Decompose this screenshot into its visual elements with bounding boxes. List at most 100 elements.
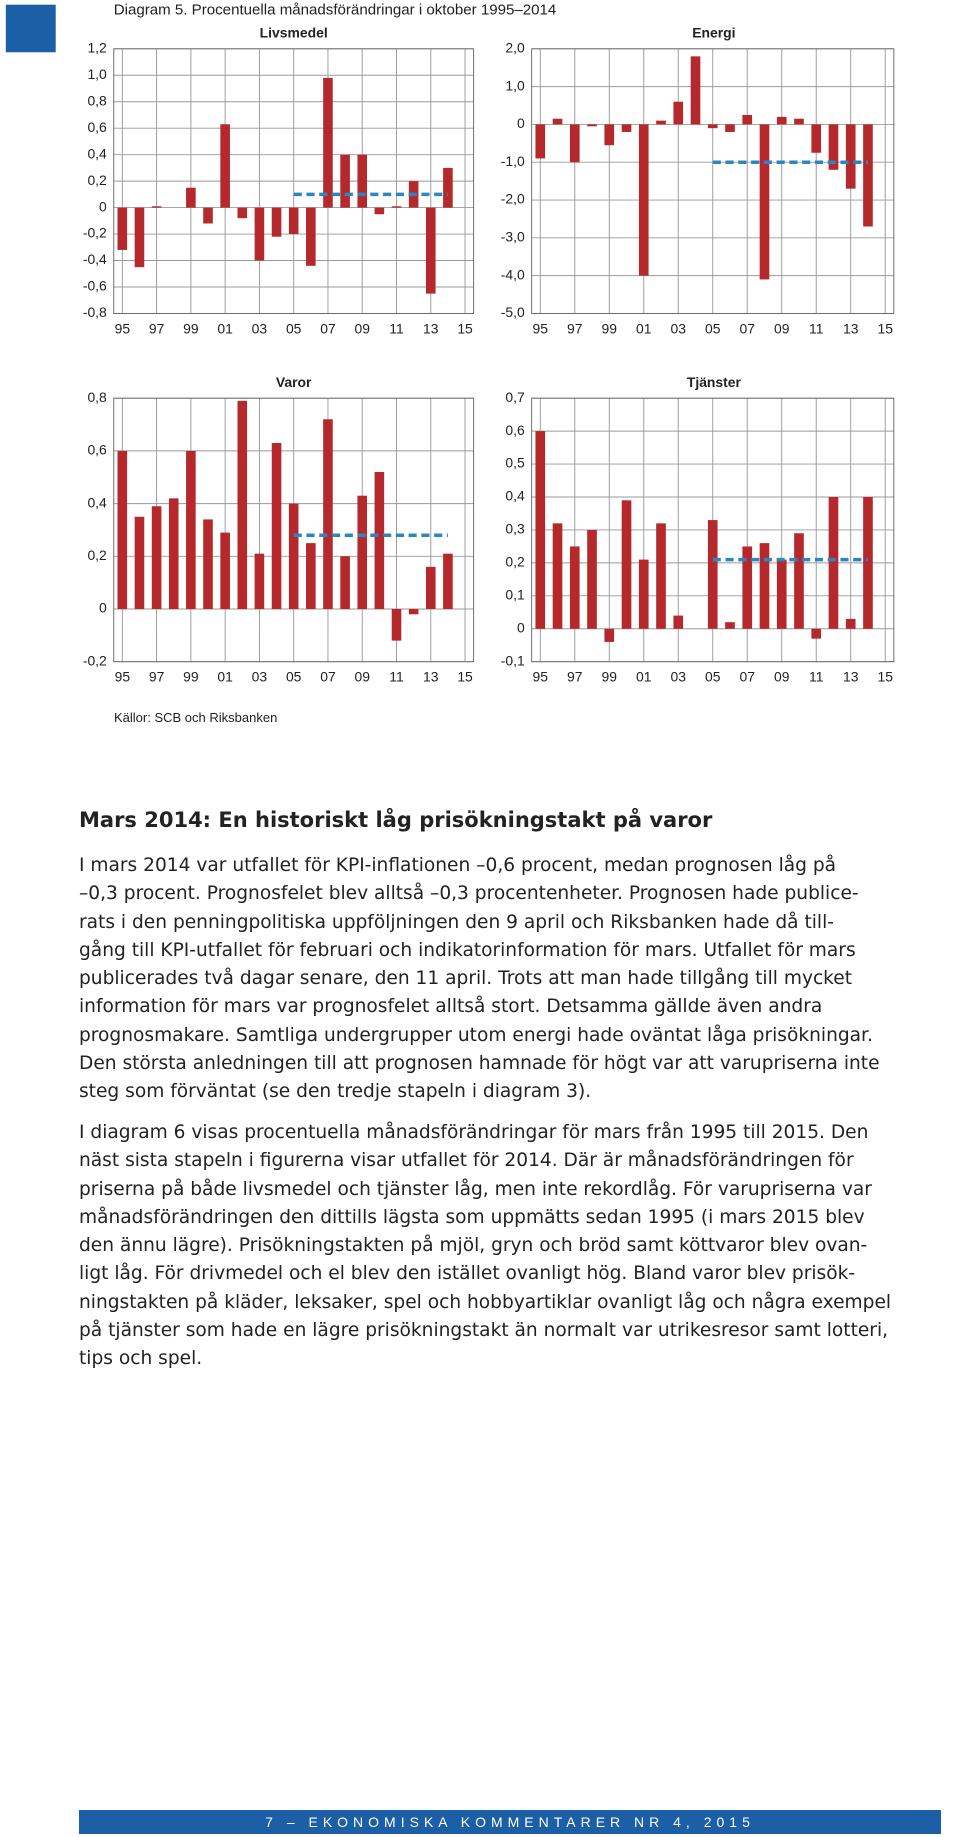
bar — [621, 124, 632, 132]
x-tick-label: 13 — [843, 669, 859, 685]
x-tick-label: 07 — [320, 669, 336, 685]
y-tick-label: 0,1 — [505, 587, 525, 603]
chart-title: Tjänster — [687, 374, 742, 390]
bar — [203, 519, 213, 610]
x-tick-label: 03 — [252, 669, 268, 685]
text-line: månadsförändringen den dittills lägsta s… — [79, 1206, 865, 1228]
x-tick-label: 07 — [320, 320, 336, 336]
y-tick-label: -0,6 — [83, 278, 107, 294]
y-tick-label: -0,2 — [83, 225, 107, 241]
bar — [323, 77, 333, 208]
x-tick-label: 15 — [877, 669, 893, 685]
bar — [391, 206, 402, 208]
bar — [323, 419, 333, 610]
x-tick-label: 13 — [423, 320, 439, 336]
y-tick-label: 0,6 — [505, 422, 525, 438]
y-tick-label: 0,2 — [87, 547, 107, 563]
x-tick-label: 01 — [217, 669, 233, 685]
bar — [638, 124, 649, 276]
bar — [271, 207, 282, 237]
text-line: publicerades två dagar senare, den 11 ap… — [79, 968, 853, 990]
x-tick-label: 03 — [671, 669, 687, 685]
x-tick-label: 13 — [843, 320, 859, 336]
y-tick-label: -2,0 — [501, 191, 525, 207]
x-tick-label: 11 — [389, 320, 404, 336]
x-tick-label: 13 — [423, 669, 439, 685]
y-tick-label: 0,8 — [87, 389, 107, 405]
y-tick-label: 0,6 — [87, 442, 107, 458]
bar — [374, 471, 385, 610]
bar — [443, 167, 453, 208]
x-tick-label: 97 — [567, 669, 583, 685]
bar — [845, 124, 856, 189]
y-tick-label: -0,8 — [83, 304, 107, 320]
chart-title: Energi — [692, 24, 735, 40]
bar — [552, 118, 563, 125]
y-tick-label: 1,2 — [87, 39, 107, 55]
bar — [811, 628, 822, 639]
x-tick-label: 07 — [740, 669, 756, 685]
bar — [863, 124, 873, 227]
bar — [340, 556, 350, 610]
bar — [673, 615, 684, 629]
x-tick-label: 95 — [533, 320, 549, 336]
bar — [168, 498, 179, 610]
bar — [742, 546, 753, 629]
x-tick-label: 15 — [457, 669, 473, 685]
bar — [535, 431, 546, 629]
heading: Mars 2014: En historiskt låg prisöknings… — [79, 808, 713, 832]
bar — [254, 207, 265, 261]
text-line: priserna på både livsmedel och tjänster … — [79, 1178, 872, 1200]
bar — [828, 124, 839, 170]
y-tick-label: 1,0 — [505, 77, 525, 93]
bar — [673, 101, 684, 125]
x-tick-label: 01 — [636, 669, 652, 685]
bar — [656, 523, 666, 629]
y-tick-label: -0,1 — [501, 652, 525, 668]
bar — [134, 516, 145, 610]
bar — [587, 529, 597, 629]
bar — [569, 124, 580, 163]
x-tick-label: 05 — [705, 320, 721, 336]
bar — [690, 56, 701, 125]
chart-title: Varor — [276, 374, 312, 390]
bar — [117, 450, 128, 610]
x-tick-label: 99 — [183, 669, 199, 685]
y-tick-label: 0,8 — [87, 92, 107, 108]
x-tick-label: 95 — [115, 669, 131, 685]
bar — [587, 124, 597, 127]
x-tick-label: 03 — [671, 320, 687, 336]
bar — [811, 124, 822, 153]
y-tick-label: 0,2 — [87, 172, 107, 188]
y-tick-label: 0,4 — [87, 145, 107, 161]
x-tick-label: 09 — [354, 669, 370, 685]
x-tick-label: 05 — [705, 669, 721, 685]
text-line: I mars 2014 var utfallet för KPI-inflati… — [79, 855, 837, 876]
logo-square — [5, 4, 56, 53]
source: Källor: SCB och Riksbanken — [114, 710, 278, 725]
bar — [391, 609, 402, 641]
y-tick-label: 0 — [99, 198, 107, 214]
x-tick-label: 09 — [354, 320, 370, 336]
bar — [220, 124, 230, 208]
bar — [288, 207, 299, 235]
bar — [863, 497, 873, 629]
bar — [776, 559, 787, 629]
bar — [288, 503, 299, 610]
y-tick-label: -0,4 — [83, 251, 107, 267]
text-line: steg som förväntat (se den tredje stapel… — [79, 1081, 592, 1103]
x-tick-label: 97 — [567, 320, 583, 336]
bar — [443, 553, 453, 610]
y-tick-label: 0,2 — [505, 554, 525, 570]
x-tick-label: 11 — [809, 320, 824, 336]
bar — [203, 207, 213, 224]
bar — [271, 442, 282, 610]
y-tick-label: -0,2 — [83, 652, 107, 668]
bar — [828, 497, 839, 629]
y-tick-label: 0,7 — [505, 389, 525, 405]
bar — [794, 118, 804, 125]
plot-frame — [113, 48, 475, 314]
bar — [425, 566, 436, 610]
y-tick-label: 2,0 — [505, 39, 525, 55]
bar — [117, 207, 128, 250]
